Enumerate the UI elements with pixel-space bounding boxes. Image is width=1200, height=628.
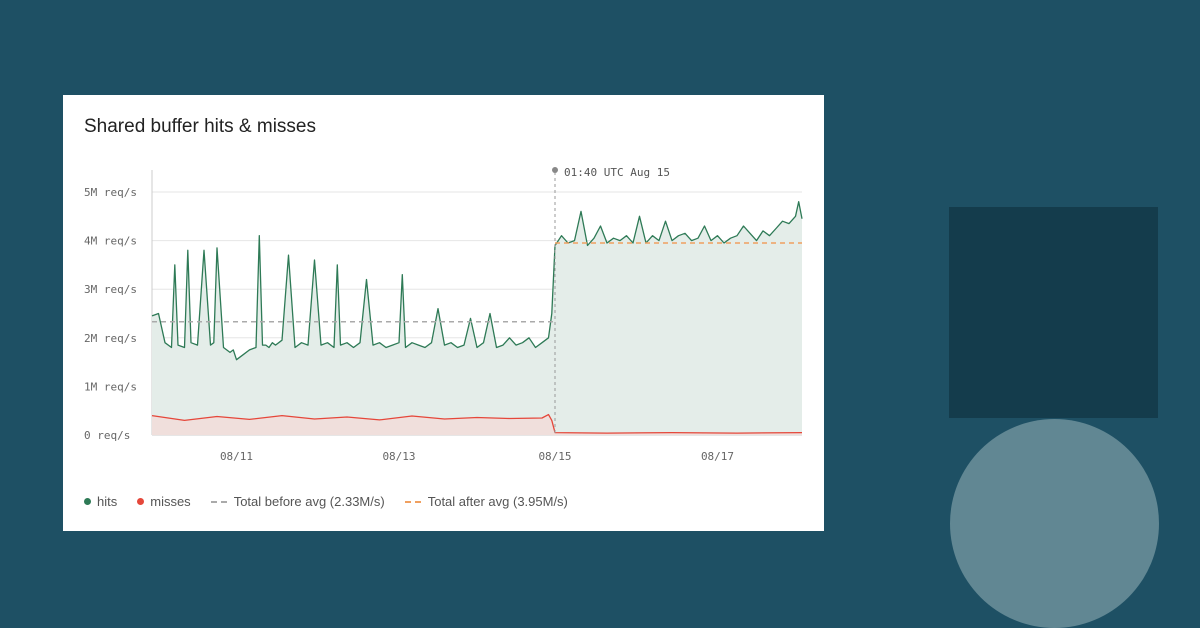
decorative-circle bbox=[950, 419, 1159, 628]
annotation-pin-icon bbox=[552, 167, 558, 173]
legend-hits-label: hits bbox=[97, 494, 118, 509]
series-area-hits bbox=[152, 201, 802, 435]
y-tick-label: 2M req/s bbox=[84, 332, 137, 345]
chart-svg[interactable]: 0 req/s 1M req/s 2M req/s 3M req/s 4M req/s 5… bbox=[63, 95, 824, 531]
y-tick-label: 3M req/s bbox=[84, 283, 137, 296]
legend-item-hits[interactable]: hits bbox=[84, 494, 117, 509]
series-area-misses bbox=[152, 414, 802, 435]
y-tick-label: 4M req/s bbox=[84, 235, 137, 248]
legend-item-before-avg[interactable]: Total before avg (2.33M/s) bbox=[210, 494, 385, 509]
series-line-hits bbox=[151, 201, 803, 361]
chart-title: Shared buffer hits & misses bbox=[84, 116, 316, 137]
legend-misses-label: misses bbox=[150, 494, 191, 509]
legend-item-misses[interactable]: misses bbox=[137, 494, 191, 509]
legend-before-label: Total before avg (2.33M/s) bbox=[233, 494, 385, 509]
series-line-misses bbox=[151, 413, 803, 434]
decorative-square bbox=[949, 207, 1158, 418]
legend-after-label: Total after avg (3.95M/s) bbox=[427, 494, 568, 509]
x-tick-label: 08/11 bbox=[220, 450, 253, 463]
y-tick-label: 0 req/s bbox=[84, 429, 130, 442]
dashed-line-icon bbox=[404, 500, 421, 503]
x-tick-label: 08/15 bbox=[538, 450, 571, 463]
y-tick-label: 5M req/s bbox=[84, 186, 137, 199]
annotation-label: 01:40 UTC Aug 15 bbox=[564, 166, 670, 179]
x-tick-label: 08/17 bbox=[701, 450, 734, 463]
x-tick-label: 08/13 bbox=[382, 450, 415, 463]
chart-card: Shared buffer hits & misses 0 req/s 1M re… bbox=[63, 95, 824, 531]
legend-item-after-avg[interactable]: Total after avg (3.95M/s) bbox=[404, 494, 568, 509]
y-tick-label: 1M req/s bbox=[84, 380, 137, 393]
chart-legend: hits misses Total before avg (2.33M/s) T… bbox=[84, 494, 588, 509]
misses-dot-icon bbox=[137, 498, 145, 505]
dashed-line-icon bbox=[210, 500, 227, 503]
hits-dot-icon bbox=[84, 498, 91, 505]
